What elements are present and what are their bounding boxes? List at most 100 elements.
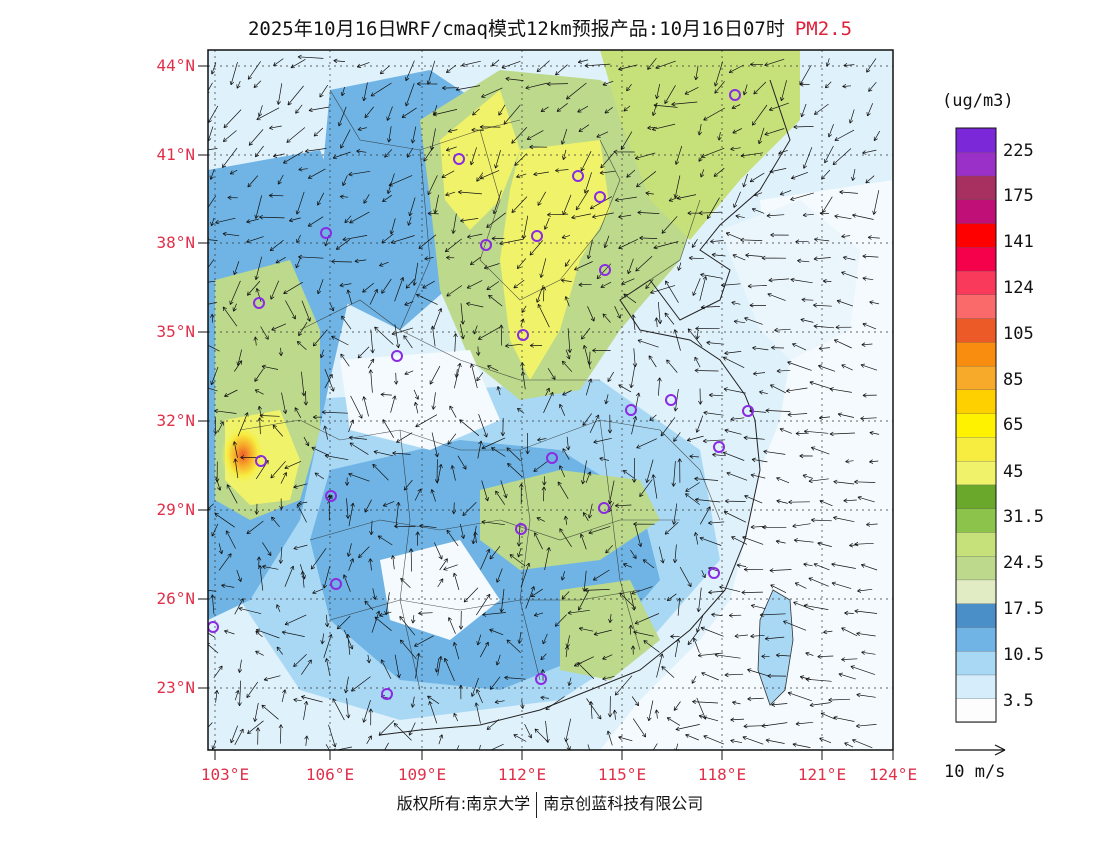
wind-arrow <box>862 254 879 259</box>
wind-arrow <box>655 84 661 100</box>
wind-arrow <box>561 234 571 239</box>
wind-arrow <box>567 328 572 353</box>
lon-label-115e: 115°E <box>597 765 647 784</box>
wind-arrow <box>771 345 785 350</box>
wind-arrow <box>310 548 327 570</box>
wind-arrow <box>731 536 748 545</box>
wind-arrow <box>713 167 725 177</box>
wind-arrow <box>637 339 659 348</box>
wind-arrow <box>634 613 660 625</box>
wind-arrow <box>645 191 654 196</box>
wind-arrow <box>286 127 306 143</box>
wind-arrow <box>673 175 681 199</box>
wind-arrow <box>285 300 296 320</box>
wind-arrow <box>752 371 766 376</box>
wind-arrow <box>817 654 834 659</box>
wind-arrow <box>319 349 325 359</box>
wind-arrow <box>431 432 440 458</box>
wind-arrow <box>654 317 659 328</box>
colorbar-box <box>955 484 997 509</box>
wind-arrow <box>279 498 284 510</box>
wind-arrow <box>628 624 634 635</box>
wind-arrow <box>770 584 787 594</box>
wind-arrow <box>869 430 880 436</box>
wind-arrow <box>303 436 310 447</box>
wind-arrow <box>658 546 665 564</box>
wind-arrow <box>679 566 692 588</box>
wind-arrow <box>374 616 392 631</box>
wind-arrow <box>312 414 323 420</box>
wind-arrow <box>869 300 880 305</box>
wind-arrow <box>818 364 836 372</box>
lat-label-26n: 26°N <box>156 589 195 608</box>
lat-label-38n: 38°N <box>156 233 195 252</box>
wind-arrow <box>429 365 441 385</box>
wind-arrow <box>817 541 832 547</box>
wind-arrow <box>584 588 610 593</box>
wind-arrow <box>477 440 483 459</box>
wind-arrow <box>839 189 858 195</box>
wind-arrow <box>296 503 307 523</box>
wind-arrow <box>238 606 262 615</box>
wind-arrow <box>542 633 548 645</box>
wind-arrow <box>460 218 479 223</box>
wind-arrow <box>483 263 500 270</box>
wind-arrow <box>574 261 593 271</box>
wind-arrow <box>317 192 325 206</box>
wind-arrow <box>677 458 682 483</box>
wind-arrow <box>795 239 809 244</box>
wind-arrow <box>492 190 502 215</box>
wind-arrow <box>661 216 678 234</box>
wind-arrow <box>558 403 566 416</box>
wind-arrow <box>362 396 369 417</box>
wind-arrow <box>776 368 791 374</box>
wind-arrow <box>868 81 877 92</box>
wind-arrow <box>272 424 284 437</box>
wind-arrow <box>770 232 789 238</box>
wind-arrow <box>210 366 219 386</box>
wind-arrow <box>246 520 264 535</box>
wind-arrow <box>500 480 508 499</box>
wind-arrow <box>657 377 662 396</box>
wind-arrow <box>331 259 352 264</box>
wind-arrow <box>695 329 700 340</box>
wind-arrow <box>519 483 524 505</box>
wind-arrow <box>453 362 462 389</box>
city-marker <box>599 264 611 276</box>
wind-arrow <box>345 698 351 719</box>
wind-arrow <box>300 570 305 588</box>
wind-arrow <box>499 324 504 346</box>
wind-arrow <box>607 371 615 383</box>
lat-label-29n: 29°N <box>156 500 195 519</box>
wind-arrow <box>749 303 767 308</box>
wind-arrow <box>703 107 725 121</box>
province-borders <box>239 89 721 691</box>
wind-arrow <box>391 327 414 336</box>
wind-arrow <box>445 146 457 152</box>
wind-arrow <box>304 148 327 154</box>
wind-arrow <box>564 259 570 267</box>
concentration-field <box>208 50 893 750</box>
wind-arrow <box>841 364 853 371</box>
wind-arrow <box>418 610 433 616</box>
wind-arrow <box>813 562 830 571</box>
wind-arrow <box>368 369 373 393</box>
wind-arrow <box>711 612 723 617</box>
wind-arrow <box>742 535 764 545</box>
wind-arrow <box>728 613 742 618</box>
wind-arrow <box>809 380 832 390</box>
green-region-south <box>480 470 660 570</box>
wind-arrow <box>573 656 594 667</box>
wind-arrow <box>208 148 218 151</box>
city-marker <box>625 404 637 416</box>
wind-arrow <box>583 172 592 194</box>
wind-arrow <box>403 335 413 349</box>
wind-arrow <box>320 633 325 645</box>
wind-arrow <box>472 108 480 116</box>
wind-arrow <box>390 395 397 413</box>
wind-arrow <box>596 131 609 138</box>
wind-arrow <box>765 408 791 413</box>
wind-arrow <box>210 594 215 614</box>
wind-arrow <box>750 603 766 609</box>
wind-arrow <box>557 481 569 499</box>
